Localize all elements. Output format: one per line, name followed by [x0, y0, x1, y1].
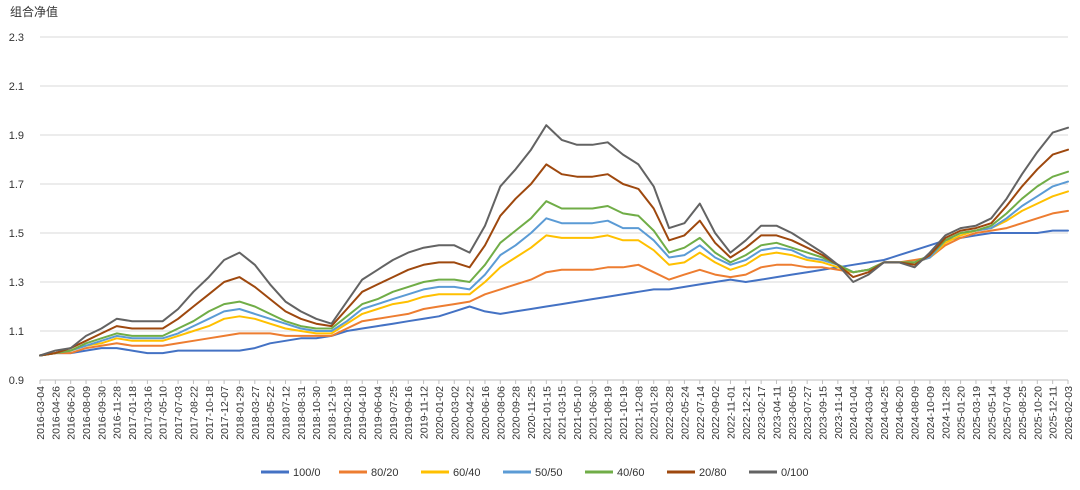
- y-axis-label: 组合净值: [10, 4, 58, 19]
- x-tick-label: 2018-08-31: [296, 386, 308, 440]
- x-tick-label: 2023-09-15: [818, 386, 830, 440]
- x-tick-label: 2017-07-03: [173, 386, 185, 440]
- x-tick-label: 2021-12-08: [633, 386, 645, 440]
- x-tick-label: 2023-07-27: [802, 386, 814, 440]
- x-tick-label: 2019-09-16: [403, 386, 415, 440]
- legend-label: 50/50: [535, 467, 563, 479]
- series-line-0-100: [39, 124, 1069, 357]
- x-tick-label: 2021-06-30: [587, 386, 599, 440]
- x-tick-label: 2020-01-02: [434, 386, 446, 440]
- x-tick-label: 2016-04-26: [50, 386, 62, 440]
- x-tick-label: 2018-10-30: [311, 386, 323, 440]
- x-tick-label: 2017-05-10: [158, 386, 170, 440]
- x-tick-label: 2024-01-04: [848, 386, 860, 440]
- x-tick-label: 2020-08-06: [495, 386, 507, 440]
- x-tick-label: 2018-12-19: [327, 386, 339, 440]
- series-line-100-0: [39, 229, 1069, 357]
- x-tick-label: 2021-05-10: [572, 386, 584, 440]
- x-tick-label: 2022-09-02: [710, 386, 722, 440]
- y-tick-label: 1.5: [9, 228, 24, 240]
- legend-label: 80/20: [371, 467, 399, 479]
- y-tick-label: 1.7: [9, 179, 24, 191]
- x-tick-label: 2025-03-19: [971, 386, 983, 440]
- y-tick-label: 0.9: [9, 375, 24, 387]
- x-tick-label: 2022-03-28: [664, 386, 676, 440]
- x-tick-label: 2020-06-16: [480, 386, 492, 440]
- x-tick-label: 2020-03-02: [449, 386, 461, 440]
- x-tick-label: 2017-08-22: [188, 386, 200, 440]
- x-tick-label: 2025-05-14: [986, 386, 998, 440]
- x-tick-label: 2019-07-25: [388, 386, 400, 440]
- x-tick-label: 2020-04-22: [465, 386, 477, 440]
- x-tick-label: 2024-11-28: [940, 386, 952, 439]
- x-tick-label: 2021-01-15: [541, 386, 553, 440]
- x-tick-label: 2017-01-18: [127, 386, 139, 440]
- x-tick-label: 2021-08-19: [603, 386, 615, 440]
- x-tick-label: 2016-11-28: [112, 386, 124, 439]
- legend-label: 20/80: [699, 467, 727, 479]
- x-axis-ticks: 2016-03-04 2016-04-26 2016-06-20 2016-08-09…: [35, 380, 1075, 440]
- x-tick-label: 2024-10-09: [925, 386, 937, 440]
- x-tick-label: 2018-01-29: [234, 386, 246, 440]
- x-tick-label: 2021-10-19: [618, 386, 630, 440]
- legend-label: 40/60: [617, 467, 645, 479]
- x-tick-label: 2016-08-09: [81, 386, 93, 440]
- x-tick-label: 2019-04-10: [357, 386, 369, 440]
- x-tick-label: 2019-02-18: [342, 386, 354, 440]
- x-tick-label: 2018-03-27: [250, 386, 262, 440]
- x-tick-label: 2022-07-14: [695, 386, 707, 440]
- legend-label: 60/40: [453, 467, 481, 479]
- x-tick-label: 2022-11-01: [725, 386, 737, 439]
- x-tick-label: 2017-03-16: [142, 386, 154, 440]
- x-tick-label: 2025-10-20: [1032, 386, 1044, 440]
- x-tick-label: 2025-01-20: [956, 386, 968, 440]
- gridlines: [40, 36, 1068, 381]
- series-lines: [39, 124, 1069, 357]
- legend-label: 0/100: [781, 467, 809, 479]
- x-tick-label: 2024-08-09: [910, 386, 922, 440]
- x-tick-label: 2018-05-22: [265, 386, 277, 440]
- x-tick-label: 2025-07-04: [1002, 386, 1014, 440]
- x-tick-label: 2019-11-12: [419, 386, 431, 439]
- x-tick-label: 2022-01-28: [649, 386, 661, 440]
- x-tick-label: 2017-10-18: [204, 386, 216, 440]
- x-tick-label: 2023-02-17: [756, 386, 768, 440]
- x-tick-label: 2023-06-05: [787, 386, 799, 440]
- x-tick-label: 2016-06-20: [66, 386, 78, 440]
- x-tick-label: 2016-09-30: [96, 386, 108, 440]
- y-tick-label: 1.3: [9, 277, 24, 289]
- x-tick-label: 2020-11-25: [526, 386, 538, 439]
- y-tick-label: 1.1: [9, 326, 24, 338]
- x-tick-label: 2023-11-14: [833, 386, 845, 439]
- x-tick-label: 2021-03-15: [557, 386, 569, 440]
- y-tick-label: 2.3: [9, 32, 24, 44]
- x-tick-label: 2024-03-04: [864, 386, 876, 440]
- legend-label: 100/0: [293, 467, 321, 479]
- x-tick-label: 2025-12-11: [1048, 386, 1060, 439]
- x-tick-label: 2022-12-21: [741, 386, 753, 440]
- x-tick-label: 2025-08-25: [1017, 386, 1029, 440]
- x-tick-label: 2019-06-04: [373, 386, 385, 440]
- series-line-50-50: [39, 180, 1069, 357]
- x-tick-label: 2020-09-28: [511, 386, 523, 440]
- legend: 100/0 80/20 60/40 50/50 40/60 20/80 0/100: [261, 467, 809, 479]
- y-axis-ticks: 0.9 1.1 1.3 1.5 1.7 1.9 2.1 2.3: [9, 32, 24, 387]
- x-tick-label: 2026-02-03: [1063, 386, 1075, 440]
- x-tick-label: 2017-12-07: [219, 386, 231, 440]
- x-tick-label: 2018-07-12: [280, 386, 292, 440]
- x-tick-label: 2024-04-25: [879, 386, 891, 440]
- series-line-40-60: [39, 170, 1069, 357]
- x-tick-label: 2016-03-04: [35, 386, 47, 440]
- x-tick-label: 2024-06-20: [894, 386, 906, 440]
- x-tick-label: 2022-05-24: [679, 386, 691, 440]
- y-tick-label: 1.9: [9, 130, 24, 142]
- x-tick-label: 2023-04-11: [771, 386, 783, 439]
- y-tick-label: 2.1: [9, 81, 24, 93]
